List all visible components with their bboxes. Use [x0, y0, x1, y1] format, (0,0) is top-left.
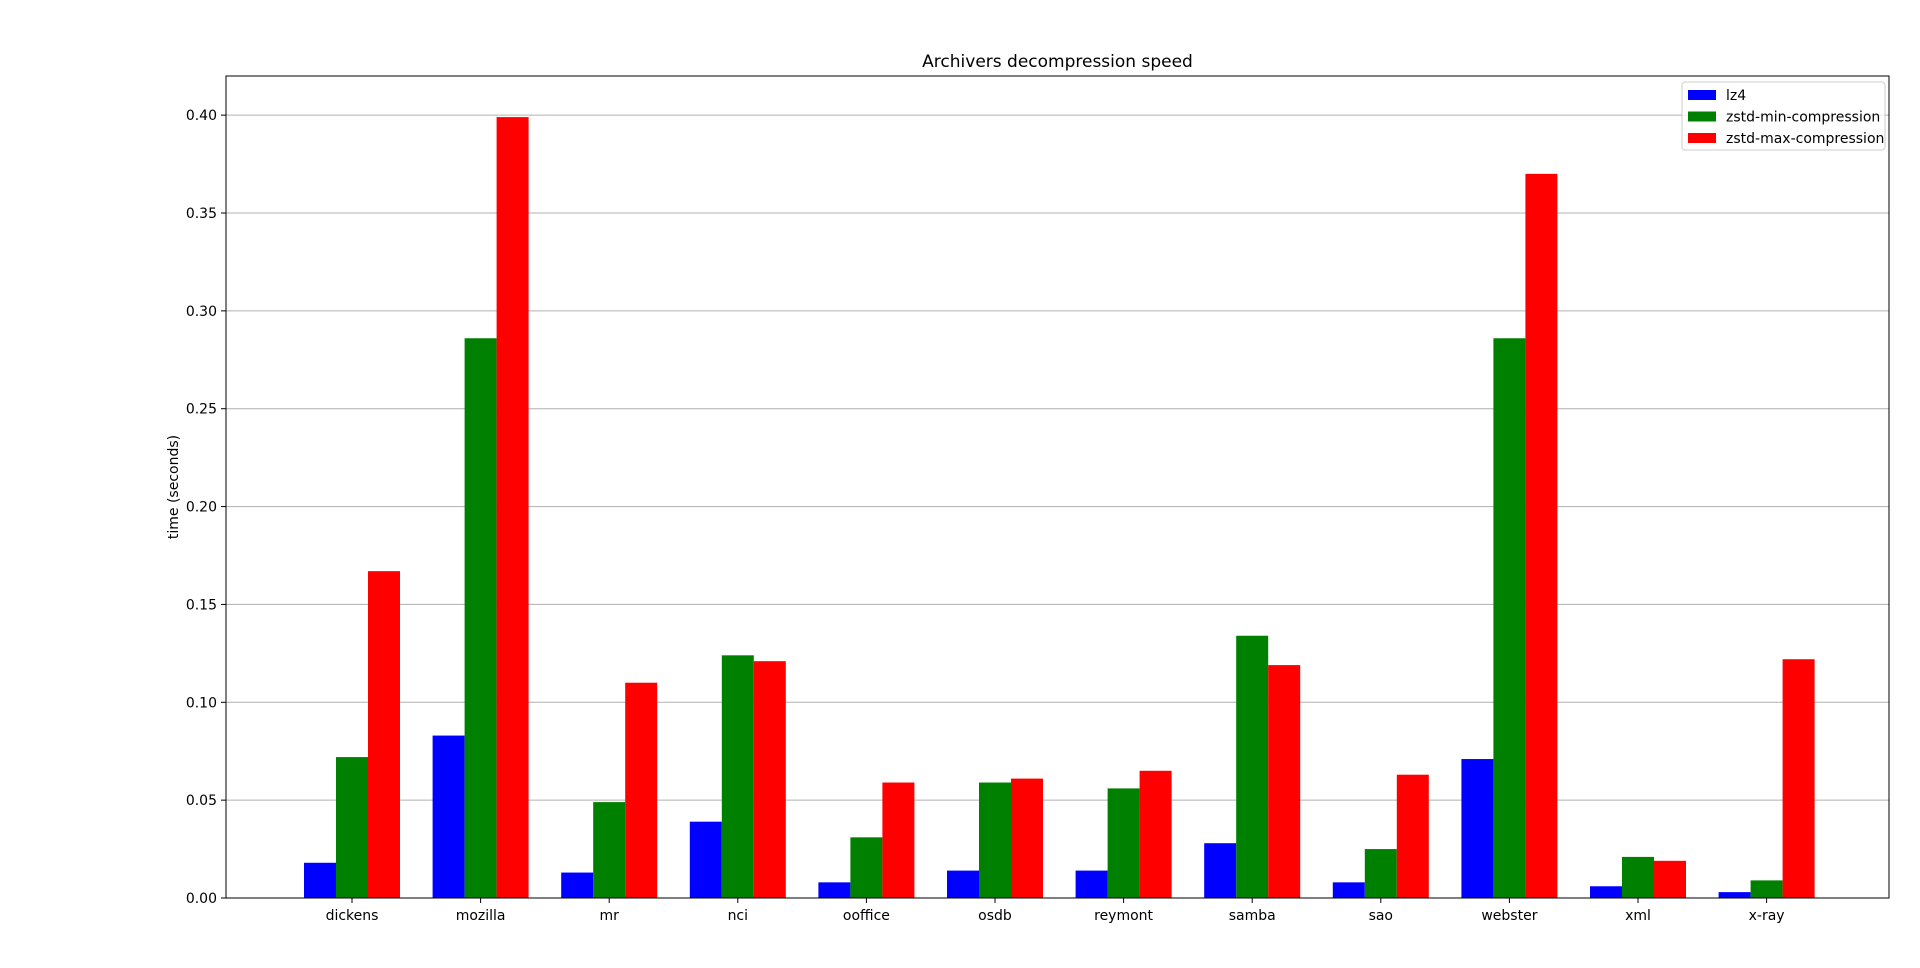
y-axis-ticks: 0.00 0.05 0.10 0.15 0.20 0.25 0.30 0.35 0.40: [186, 108, 226, 907]
x-tick-label: osdb: [978, 908, 1012, 924]
bar-lz4-sao: [1332, 882, 1365, 898]
bar-zstd-min-compression-mozilla: [464, 338, 497, 898]
bar-zstd-min-compression-sao: [1364, 849, 1397, 898]
x-tick-label: xml: [1625, 908, 1651, 924]
bar-lz4-nci: [689, 821, 722, 898]
bar-zstd-min-compression-webster: [1493, 338, 1526, 898]
y-tick-label: 0.15: [186, 597, 217, 613]
x-tick-label: nci: [728, 908, 748, 924]
bar-zstd-max-compression-xml: [1654, 860, 1686, 898]
bar-zstd-max-compression-mr: [625, 682, 658, 898]
bar-zstd-max-compression-osdb: [1011, 778, 1043, 898]
chart-title: Archivers decompression speed: [922, 52, 1193, 72]
bar-zstd-min-compression-dickens: [336, 757, 368, 898]
legend-box: [1681, 81, 1886, 151]
bar-zstd-max-compression-samba: [1268, 665, 1301, 898]
bar-zstd-min-compression-xml: [1622, 856, 1654, 898]
bar-lz4-osdb: [947, 870, 979, 898]
bar-zstd-min-compression-x-ray: [1750, 880, 1783, 898]
legend-entries: lz4 zstd-min-compression zstd-max-compress…: [1688, 88, 1884, 147]
y-axis-label: time (seconds): [166, 435, 182, 539]
bar-zstd-max-compression-mozilla: [496, 117, 529, 899]
bar-lz4-mozilla: [432, 735, 465, 898]
bar-zstd-min-compression-reymont: [1107, 788, 1140, 898]
x-tick-label: samba: [1229, 908, 1276, 924]
y-tick-label: 0.00: [186, 891, 217, 907]
bar-zstd-min-compression-osdb: [979, 782, 1011, 898]
bar-zstd-max-compression-x-ray: [1782, 659, 1815, 898]
bar-zstd-max-compression-webster: [1525, 173, 1558, 898]
bar-lz4-reymont: [1075, 870, 1108, 898]
bar-zstd-max-compression-sao: [1396, 774, 1429, 898]
bars: [304, 117, 1815, 899]
bar-zstd-max-compression-reymont: [1139, 770, 1172, 898]
y-tick-label: 0.05: [186, 793, 217, 809]
bar-lz4-dickens: [304, 862, 336, 898]
x-tick-label: sao: [1369, 908, 1393, 924]
x-tick-label: dickens: [326, 908, 379, 924]
y-tick-label: 0.40: [186, 108, 217, 124]
bar-zstd-max-compression-nci: [753, 661, 786, 898]
bar-zstd-max-compression-dickens: [368, 571, 400, 898]
legend-label: lz4: [1726, 88, 1746, 104]
legend-label: zstd-max-compression: [1726, 131, 1884, 147]
plot-area-frame: [225, 75, 1890, 899]
x-tick-label: x-ray: [1749, 908, 1785, 924]
legend-label: zstd-min-compression: [1726, 110, 1880, 126]
y-tick-label: 0.20: [186, 500, 217, 516]
y-tick-label: 0.30: [186, 304, 217, 320]
bar-lz4-samba: [1204, 843, 1237, 898]
bar-zstd-min-compression-samba: [1236, 635, 1269, 898]
x-tick-label: reymont: [1094, 908, 1153, 924]
x-tick-label: webster: [1481, 908, 1537, 924]
y-tick-label: 0.10: [186, 695, 217, 711]
y-tick-label: 0.35: [186, 206, 217, 222]
bar-lz4-webster: [1461, 759, 1494, 898]
x-axis-ticks: dickens mozilla mr nci ooffice osdb reymont sam…: [326, 898, 1785, 924]
bar-zstd-min-compression-nci: [721, 655, 754, 898]
bar-lz4-xml: [1590, 886, 1622, 898]
x-tick-label: mr: [599, 908, 619, 924]
legend-swatch: [1688, 111, 1716, 122]
x-tick-label: ooffice: [843, 908, 890, 924]
bar-lz4-mr: [561, 872, 594, 898]
bar-zstd-min-compression-mr: [593, 802, 626, 898]
bar-zstd-max-compression-ooffice: [882, 782, 915, 898]
bar-lz4-x-ray: [1718, 892, 1751, 898]
legend-swatch: [1688, 133, 1716, 143]
y-tick-label: 0.25: [186, 402, 217, 418]
bar-lz4-ooffice: [818, 882, 851, 898]
bar-zstd-min-compression-ooffice: [850, 837, 883, 898]
x-tick-label: mozilla: [456, 908, 506, 924]
legend-swatch: [1688, 90, 1716, 100]
legend: lz4 zstd-min-compression zstd-max-compress…: [1681, 81, 1886, 151]
